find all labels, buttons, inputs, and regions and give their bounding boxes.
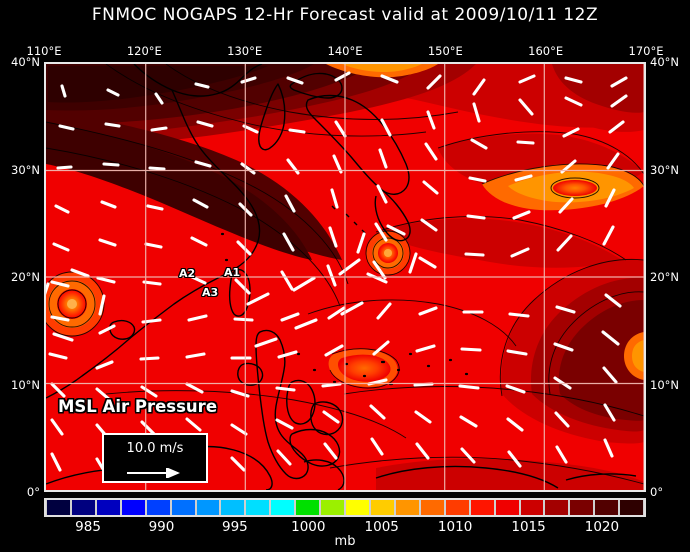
colorbar-cell <box>544 500 570 515</box>
axis-y-tick-right: 10°N <box>650 377 679 392</box>
map-plot-area[interactable]: A2 A1 A3 MSL Air Pressure 10.0 m/s <box>44 62 646 492</box>
wind-scale-arrow-icon <box>127 468 180 478</box>
colorbar-unit-label: mb <box>334 534 356 549</box>
low-center-D <box>553 180 597 196</box>
colorbar-tick: 1015 <box>511 519 546 535</box>
axis-y-tick-right: 0° <box>650 485 664 499</box>
colorbar-tick: 1020 <box>584 519 620 535</box>
axis-x-tick-top: 170°E <box>628 44 664 58</box>
colorbar-cell <box>170 500 196 515</box>
colorbar-cell <box>345 500 370 515</box>
colorbar-cell <box>519 500 545 515</box>
pressure-field-plot <box>46 64 644 490</box>
wind-vector-layer <box>46 71 628 476</box>
colorbar-cell <box>569 500 595 515</box>
axis-x-tick-top: 110°E <box>26 44 62 58</box>
colorbar-tick: 995 <box>221 519 248 535</box>
colorbar-tick: 1005 <box>364 519 399 535</box>
colorbar-cell <box>270 500 296 515</box>
axis-y-tick-right: 20°N <box>650 270 679 284</box>
colorbar-cell <box>195 500 221 515</box>
colorbar-cell <box>95 500 121 515</box>
colorbar-cell <box>46 500 71 515</box>
colorbar-cell <box>469 500 495 515</box>
colorbar-cell <box>369 500 395 515</box>
field-label: MSL Air Pressure <box>58 397 218 416</box>
page-title: FNMOC NOGAPS 12-Hr Forecast valid at 200… <box>91 5 599 25</box>
colorbar-cell <box>120 500 146 515</box>
axis-y-tick-left: 30°N <box>11 162 40 177</box>
colorbar[interactable] <box>44 498 646 517</box>
axis-x-tick-top: 140°E <box>327 44 363 58</box>
low-center-C <box>328 349 398 388</box>
wind-scale-label: 10.0 m/s <box>126 441 184 456</box>
axis-x-tick-top: 150°E <box>427 44 463 58</box>
axis-y-tick-right: 40°N <box>650 55 679 69</box>
wind-scale-key: 10.0 m/s <box>102 433 208 483</box>
colorbar-cell <box>619 500 645 515</box>
axis-y-tick-left: 10°N <box>11 377 40 392</box>
colorbar-tick: 985 <box>75 519 101 535</box>
colorbar-cell <box>419 500 445 515</box>
colorbar-cell <box>494 500 520 515</box>
colorbar-cell <box>295 500 321 515</box>
colorbar-tick: 1000 <box>291 519 326 535</box>
axis-y-tick-left: 0° <box>26 485 40 499</box>
axis-x-tick-top: 130°E <box>227 44 263 58</box>
colorbar-cell <box>145 500 171 515</box>
colorbar-cell <box>245 500 271 515</box>
axis-y-tick-left: 20°N <box>11 270 40 284</box>
colorbar-cell <box>444 500 470 515</box>
axis-x-tick-top: 120°E <box>126 44 162 58</box>
colorbar-tick: 990 <box>148 519 175 535</box>
colorbar-cell <box>594 500 620 515</box>
colorbar-cell <box>70 500 96 515</box>
colorbar-cell <box>394 500 420 515</box>
axis-y-tick-left: 40°N <box>11 55 40 69</box>
colorbar-cell <box>220 500 246 515</box>
axis-y-tick-right: 30°N <box>650 162 679 177</box>
colorbar-cell <box>320 500 346 515</box>
grid-layer <box>46 64 644 490</box>
colorbar-tick: 1010 <box>437 519 473 535</box>
axis-x-tick-top: 160°E <box>528 44 564 58</box>
